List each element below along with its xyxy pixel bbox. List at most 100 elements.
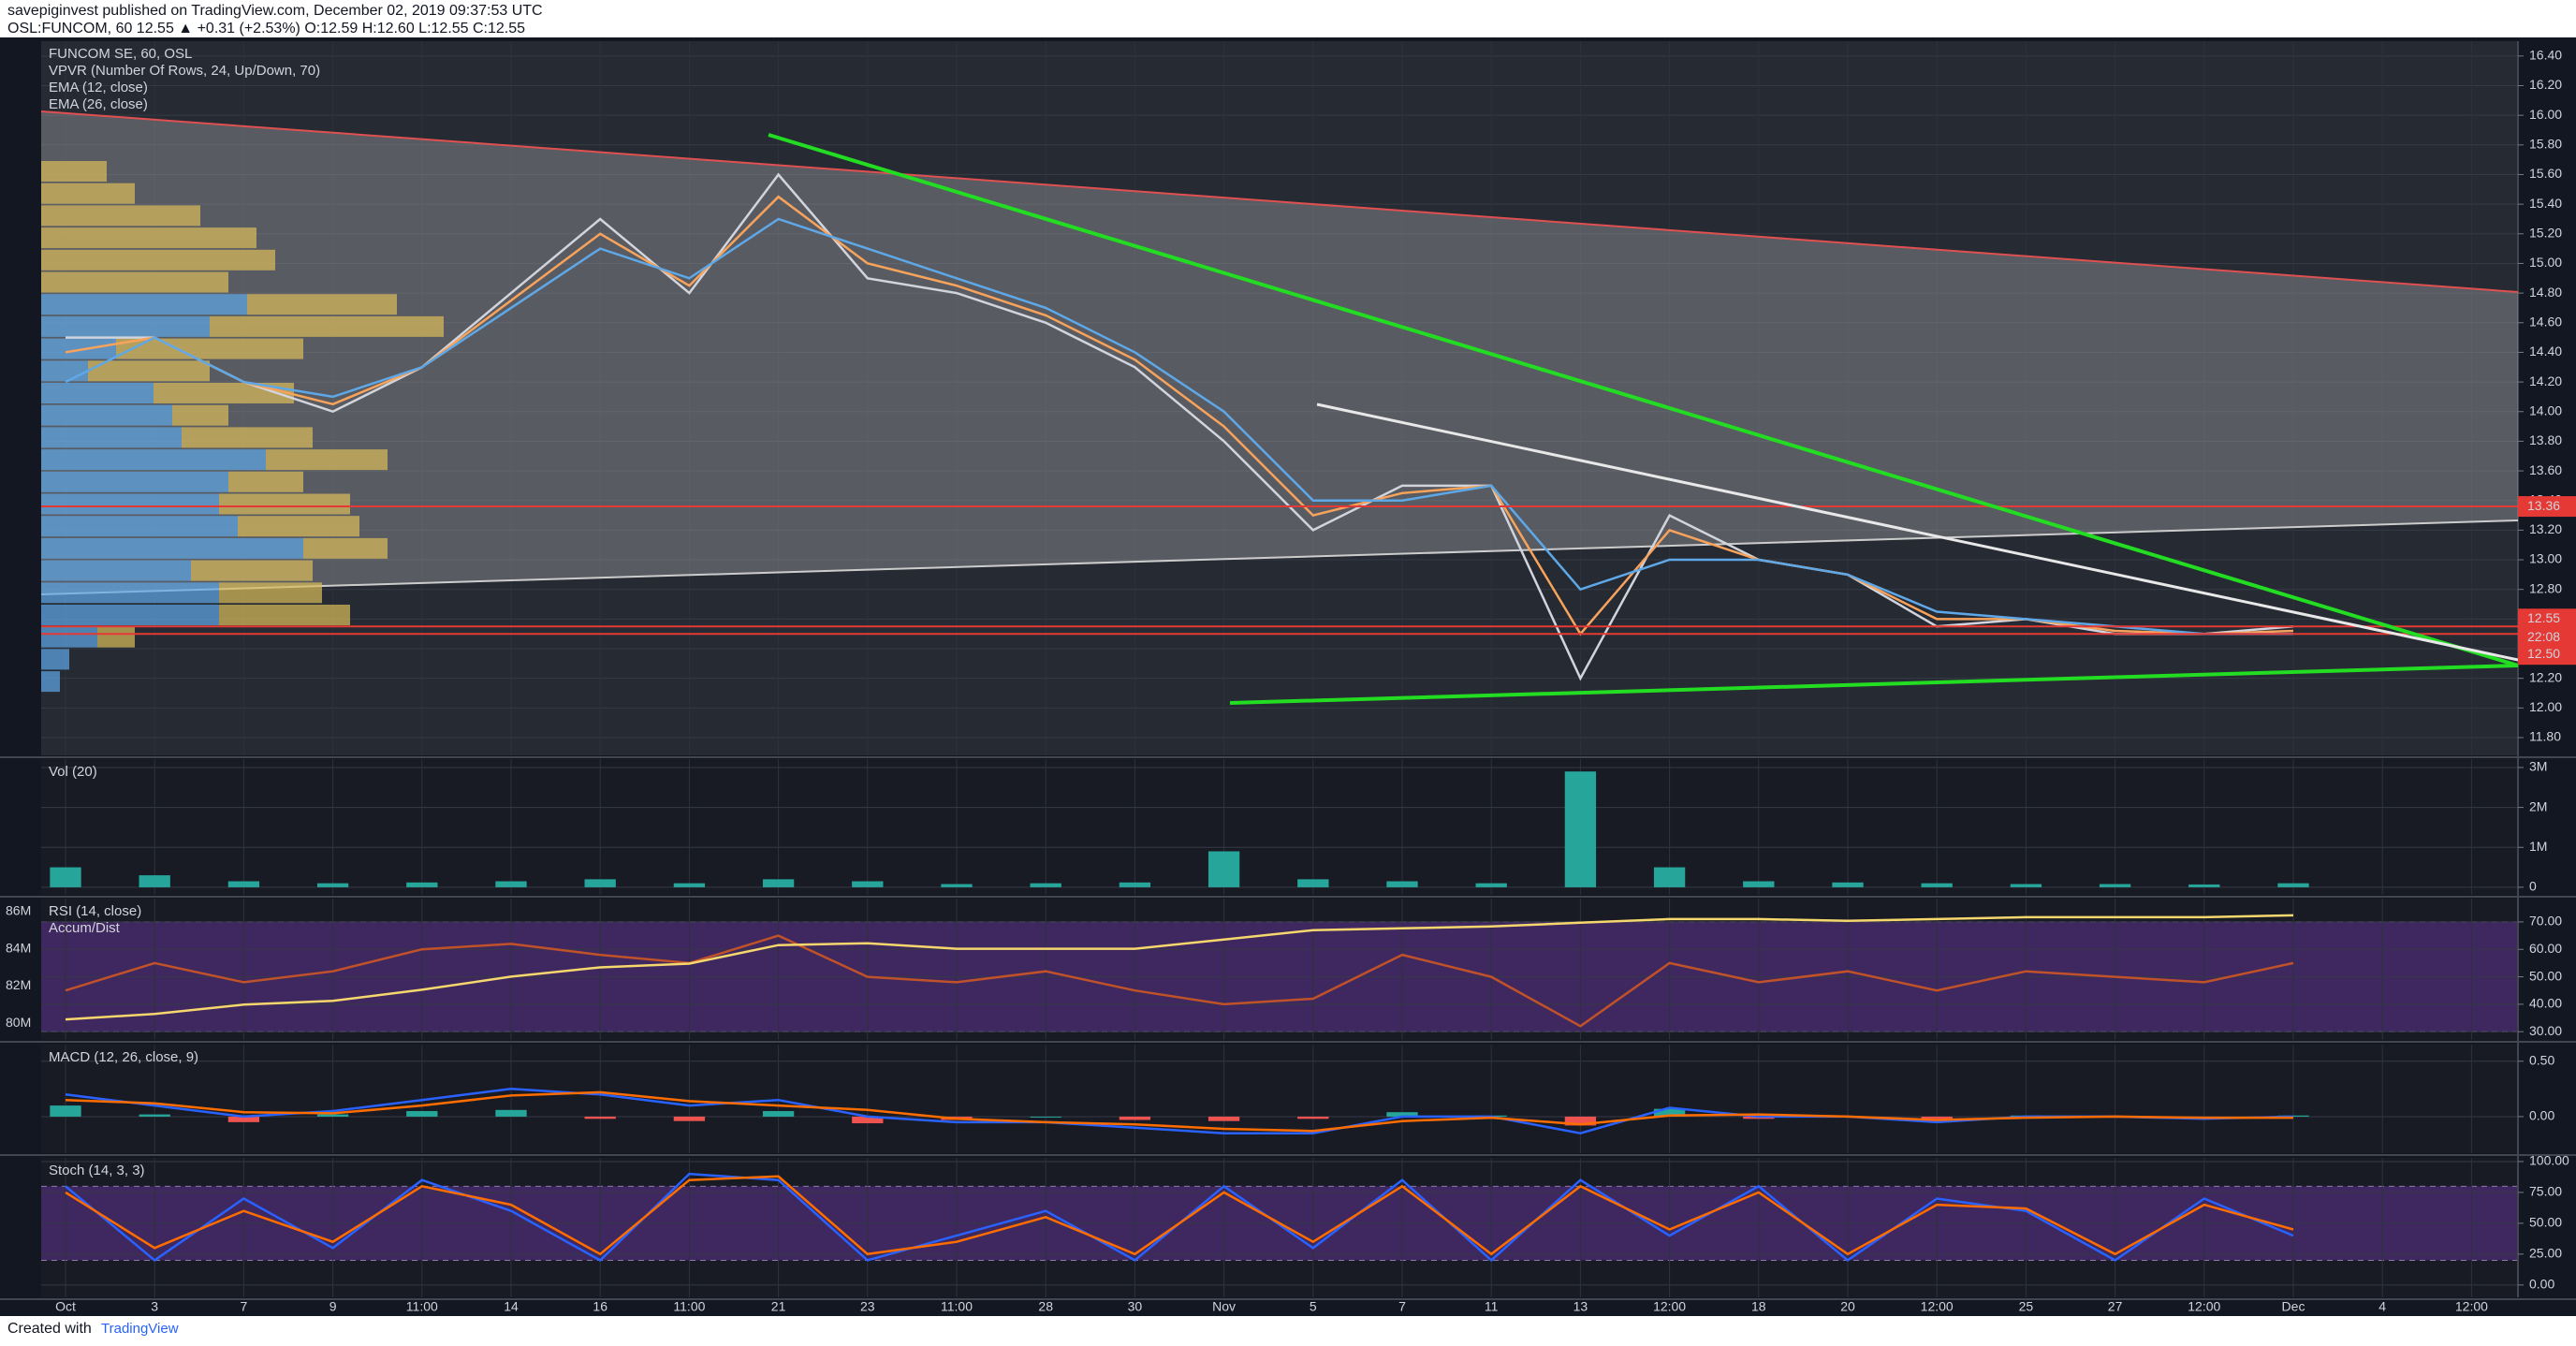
vpvr-down — [41, 183, 135, 204]
vpvr-up — [41, 605, 219, 625]
bar — [1386, 1112, 1418, 1117]
bar — [2099, 884, 2131, 887]
vpvr-up — [41, 383, 154, 403]
y-tick-label: 0.00 — [2529, 1277, 2554, 1292]
trendline-white — [1316, 402, 2519, 662]
x-tick-label: 9 — [329, 1299, 337, 1314]
legend-entry: Accum/Dist — [49, 920, 121, 936]
panel-title: MACD (12, 26, close, 9) — [49, 1049, 198, 1065]
vpvr-up — [41, 537, 303, 559]
x-tick-label: 5 — [1310, 1299, 1317, 1314]
series-line — [65, 1175, 2294, 1256]
vpvr-down — [116, 338, 303, 359]
x-tick-label: 11:00 — [941, 1299, 973, 1314]
series-line — [65, 914, 2294, 1021]
series-line — [65, 1088, 2294, 1134]
vpvr-down — [219, 493, 350, 515]
footer-brand[interactable]: TradingView — [101, 1321, 179, 1337]
bar — [673, 883, 706, 887]
y-tick-label: 15.20 — [2529, 225, 2562, 240]
y-tick-label: 13.60 — [2529, 462, 2562, 477]
bar — [1921, 883, 1953, 887]
y-tick-label: 16.20 — [2529, 77, 2562, 92]
vpvr-up — [41, 626, 97, 648]
footer-created: Created with — [7, 1321, 92, 1337]
vpvr-up — [41, 427, 182, 448]
vpvr-down — [88, 360, 210, 382]
x-tick-label: 20 — [1840, 1299, 1855, 1314]
x-tick-label: 12:00 — [2455, 1299, 2488, 1314]
vpvr-up — [41, 516, 238, 537]
panel-title: Vol (20) — [49, 764, 97, 780]
price-label-box — [2518, 496, 2576, 518]
y-tick-label: 0.50 — [2529, 1052, 2554, 1067]
trendline-lower — [1229, 664, 2519, 705]
vpvr-down — [303, 537, 388, 559]
x-tick-label: 27 — [2108, 1299, 2123, 1314]
y-tick-label: 14.20 — [2529, 373, 2562, 388]
panel-title: Stoch (14, 3, 3) — [49, 1163, 145, 1178]
x-tick-label: 12:00 — [1921, 1299, 1954, 1314]
panel-background — [41, 759, 2518, 895]
bar — [1386, 881, 1418, 887]
bar — [1653, 867, 1686, 887]
y-tick-label: 13.20 — [2529, 521, 2562, 536]
bar — [762, 1111, 795, 1117]
vpvr-up — [41, 493, 219, 515]
x-tick-label: 11:00 — [673, 1299, 705, 1314]
bar — [584, 879, 616, 887]
vpvr-down — [41, 161, 107, 182]
vpvr-down — [182, 427, 313, 448]
bar — [495, 881, 527, 887]
bar — [1564, 1116, 1597, 1126]
bar — [1119, 1116, 1151, 1120]
y-tick-label: 75.00 — [2529, 1184, 2562, 1199]
vpvr-up — [41, 338, 116, 359]
bar — [1297, 1116, 1329, 1119]
vpvr-down — [247, 294, 397, 315]
panel-background — [41, 41, 2518, 755]
y-tick-label: 16.40 — [2529, 48, 2562, 63]
bar — [1119, 882, 1151, 887]
bar — [50, 1105, 81, 1117]
y-tick-label: 70.00 — [2529, 914, 2562, 929]
bar — [316, 1114, 349, 1117]
vpvr-up — [41, 560, 191, 581]
y-tick-label: 2M — [2529, 798, 2547, 813]
y-tick-label: 11.80 — [2529, 729, 2561, 744]
y-tick-label: 12.00 — [2529, 699, 2562, 714]
legend-entry: FUNCOM SE, 60, OSL — [49, 46, 192, 62]
countdown-box — [2518, 628, 2576, 648]
vpvr-down — [41, 249, 275, 271]
vpvr-down — [41, 227, 256, 249]
y-tick-label: 60.00 — [2529, 941, 2562, 956]
x-tick-label: 28 — [1038, 1299, 1053, 1314]
vpvr-down — [266, 449, 388, 471]
x-tick-label: 7 — [241, 1299, 248, 1314]
vpvr-down — [238, 516, 359, 537]
drawings — [40, 110, 2519, 595]
bar — [1921, 1116, 1953, 1119]
vpvr-up — [41, 649, 69, 670]
bar — [673, 1116, 706, 1121]
y2-tick-label: 82M — [6, 977, 31, 992]
trendline-upper — [768, 133, 2519, 667]
y-tick-label: 15.60 — [2529, 166, 2562, 181]
panel-background — [41, 1045, 2518, 1153]
vpvr — [41, 161, 444, 693]
panel-title: RSI (14, close) — [49, 903, 141, 919]
bar — [1030, 883, 1061, 887]
vpvr-up — [41, 471, 228, 492]
x-tick-label: 14 — [504, 1299, 519, 1314]
bar — [50, 867, 81, 887]
x-tick-label: Nov — [1212, 1299, 1236, 1314]
bar — [852, 881, 884, 887]
bar — [1208, 1116, 1240, 1121]
price-label: 12.50 — [2527, 646, 2560, 661]
y-tick-label: 40.00 — [2529, 996, 2562, 1011]
author-line: savepiginvest published on TradingView.c… — [7, 3, 543, 19]
x-tick-label: Oct — [55, 1299, 76, 1314]
countdown: 22:08 — [2527, 629, 2560, 644]
vpvr-up — [41, 671, 60, 693]
x-tick-label: 25 — [2019, 1299, 2034, 1314]
